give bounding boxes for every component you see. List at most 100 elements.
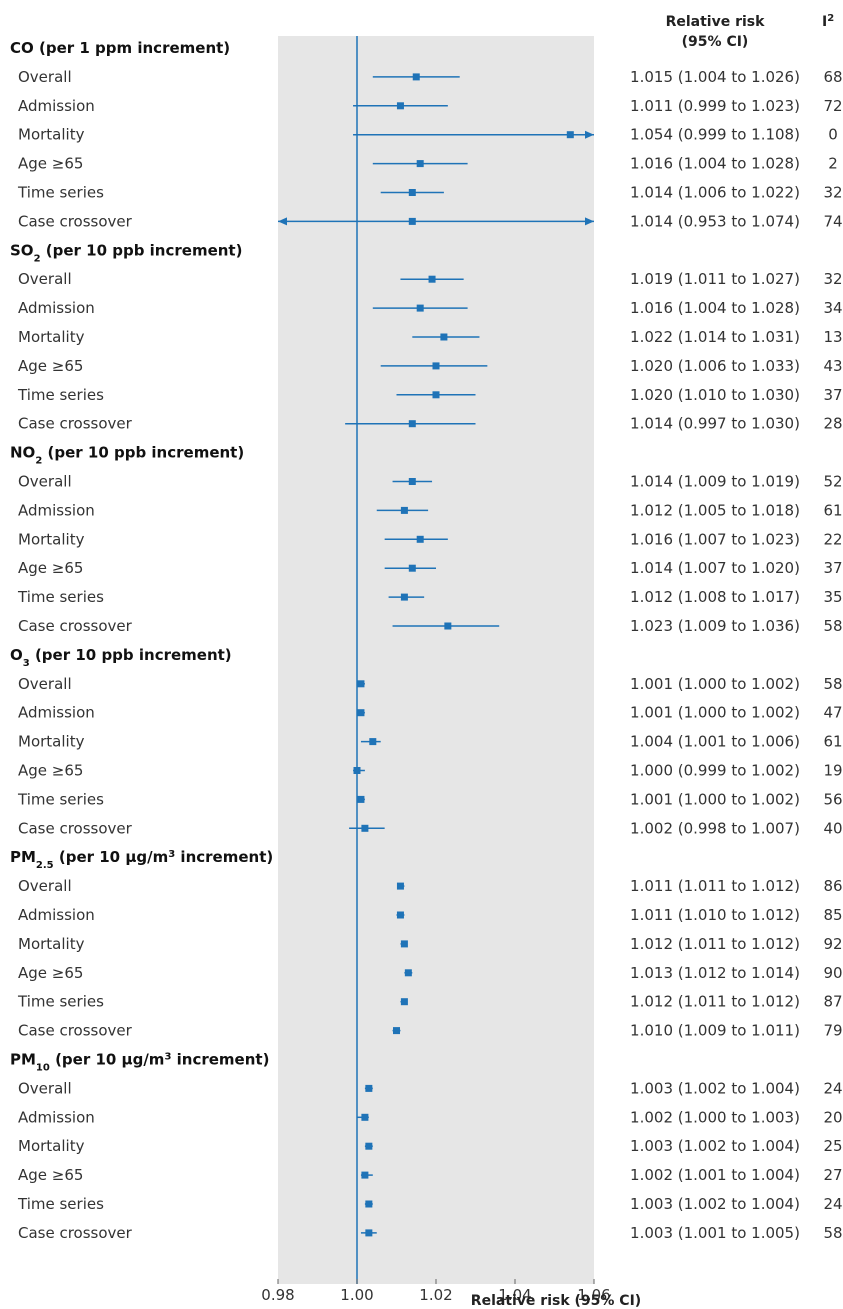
x-axis-label: Relative risk (95% CI) [471, 1293, 641, 1309]
point-estimate [416, 160, 424, 168]
point-estimate [408, 217, 416, 225]
i2-value: 37 [823, 559, 842, 577]
i2-value: 72 [823, 97, 842, 115]
group-label-part: (per 10 µg/m [54, 848, 169, 866]
rr-ci-value: 1.014 (0.997 to 1.030) [630, 415, 800, 433]
i2-value: 40 [823, 819, 842, 837]
point-estimate [365, 1084, 373, 1092]
i2-value: 34 [823, 299, 842, 317]
group-label-part: (per 10 ppb increment) [41, 241, 243, 259]
rr-ci-value: 1.020 (1.010 to 1.030) [630, 386, 800, 404]
group-label-part: 2.5 [36, 860, 54, 871]
row-label: Age ≥65 [18, 155, 83, 173]
row-label: Mortality [18, 530, 85, 548]
i2-value: 22 [823, 530, 842, 548]
group-label-part: (per 10 µg/m [50, 1051, 165, 1069]
rr-ci-value: 1.012 (1.011 to 1.012) [630, 935, 800, 953]
row-label: Age ≥65 [18, 357, 83, 375]
column-headers: Relative risk (95% CI) I2 [666, 13, 835, 51]
row-label: Overall [18, 473, 72, 491]
point-estimate [404, 969, 412, 977]
point-estimate [408, 420, 416, 428]
row-label: Time series [17, 993, 104, 1011]
i2-value: 13 [823, 328, 842, 346]
point-estimate [400, 593, 408, 601]
i2-value: 35 [823, 588, 842, 606]
rr-ci-value: 1.012 (1.011 to 1.012) [630, 993, 800, 1011]
rr-ci-value: 1.003 (1.002 to 1.004) [630, 1079, 800, 1097]
point-estimate [396, 911, 404, 919]
group-label: CO (per 1 ppm increment) [10, 39, 230, 57]
group-label: NO2 (per 10 ppb increment) [10, 444, 244, 467]
row-label: Age ≥65 [18, 964, 83, 982]
rr-header-line2: (95% CI) [682, 34, 749, 50]
group-label-part: (per 10 ppb increment) [30, 646, 232, 664]
row-label: Overall [18, 877, 72, 895]
ci-arrow-right [585, 130, 594, 139]
group-label-part: 3 [164, 1051, 171, 1062]
i2-value: 74 [823, 212, 842, 230]
point-estimate [432, 391, 440, 399]
i2-value: 32 [823, 184, 842, 202]
row-label: Overall [18, 270, 72, 288]
ci-arrow-right [585, 217, 594, 226]
rr-ci-value: 1.023 (1.009 to 1.036) [630, 617, 800, 635]
row-label: Admission [18, 97, 95, 115]
point-estimate [408, 478, 416, 485]
group-label-part: O [10, 646, 23, 664]
x-tick-label: 1.00 [340, 1286, 373, 1304]
point-estimate [400, 940, 408, 948]
rr-ci-value: 1.002 (1.001 to 1.004) [630, 1166, 800, 1184]
rr-ci-value: 1.016 (1.007 to 1.023) [630, 530, 800, 548]
i2-value: 2 [828, 155, 838, 173]
row-label: Time series [17, 184, 104, 202]
point-estimate [365, 1142, 373, 1150]
row-label: Mortality [18, 733, 85, 751]
row-label: Time series [17, 1195, 104, 1213]
point-estimate [408, 189, 416, 196]
group-label-part: 3 [23, 657, 30, 668]
i2-value: 19 [823, 762, 842, 780]
i2-value: 20 [823, 1108, 842, 1126]
i2-value: 24 [823, 1079, 842, 1097]
group-label-part: PM [10, 848, 36, 866]
rr-ci-value: 1.001 (1.000 to 1.002) [630, 675, 800, 693]
point-estimate [416, 535, 424, 543]
row-label: Admission [18, 704, 95, 722]
i2-value: 58 [823, 1224, 842, 1242]
point-estimate [393, 1027, 400, 1035]
point-estimate [396, 102, 404, 110]
row-label: Case crossover [18, 617, 133, 635]
row-label: Age ≥65 [18, 559, 83, 577]
rr-ci-value: 1.012 (1.008 to 1.017) [630, 588, 800, 606]
i2-header: I2 [822, 13, 834, 31]
row-label: Case crossover [18, 212, 133, 230]
rr-ci-value: 1.014 (1.007 to 1.020) [630, 559, 800, 577]
row-label: Case crossover [18, 819, 133, 837]
point-estimate [369, 738, 377, 746]
row-label: Admission [18, 1108, 95, 1126]
ci-arrow-left [278, 217, 287, 226]
point-estimate [357, 680, 365, 688]
group-label-part: 10 [36, 1062, 50, 1073]
point-estimate [444, 622, 452, 630]
i2-value: 79 [823, 1022, 842, 1040]
i2-value: 86 [823, 877, 842, 895]
point-estimate [357, 709, 365, 717]
row-label: Mortality [18, 126, 85, 144]
plot-panel-background [278, 36, 594, 1284]
row-label: Overall [18, 675, 72, 693]
group-label-part: 2 [34, 253, 41, 264]
rr-ci-value: 1.011 (0.999 to 1.023) [630, 97, 800, 115]
point-estimate [412, 73, 420, 81]
rr-ci-value: 1.001 (1.000 to 1.002) [630, 790, 800, 808]
rr-ci-value: 1.003 (1.001 to 1.005) [630, 1224, 800, 1242]
row-label: Admission [18, 906, 95, 924]
row-label: Case crossover [18, 415, 133, 433]
row-label: Case crossover [18, 1022, 133, 1040]
rr-ci-value: 1.014 (1.009 to 1.019) [630, 473, 800, 491]
group-label-part: SO [10, 241, 34, 259]
row-label: Mortality [18, 328, 85, 346]
